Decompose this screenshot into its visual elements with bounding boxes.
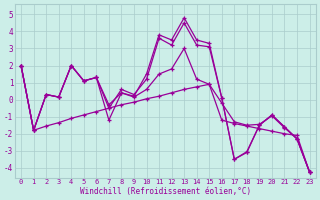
X-axis label: Windchill (Refroidissement éolien,°C): Windchill (Refroidissement éolien,°C): [80, 187, 251, 196]
